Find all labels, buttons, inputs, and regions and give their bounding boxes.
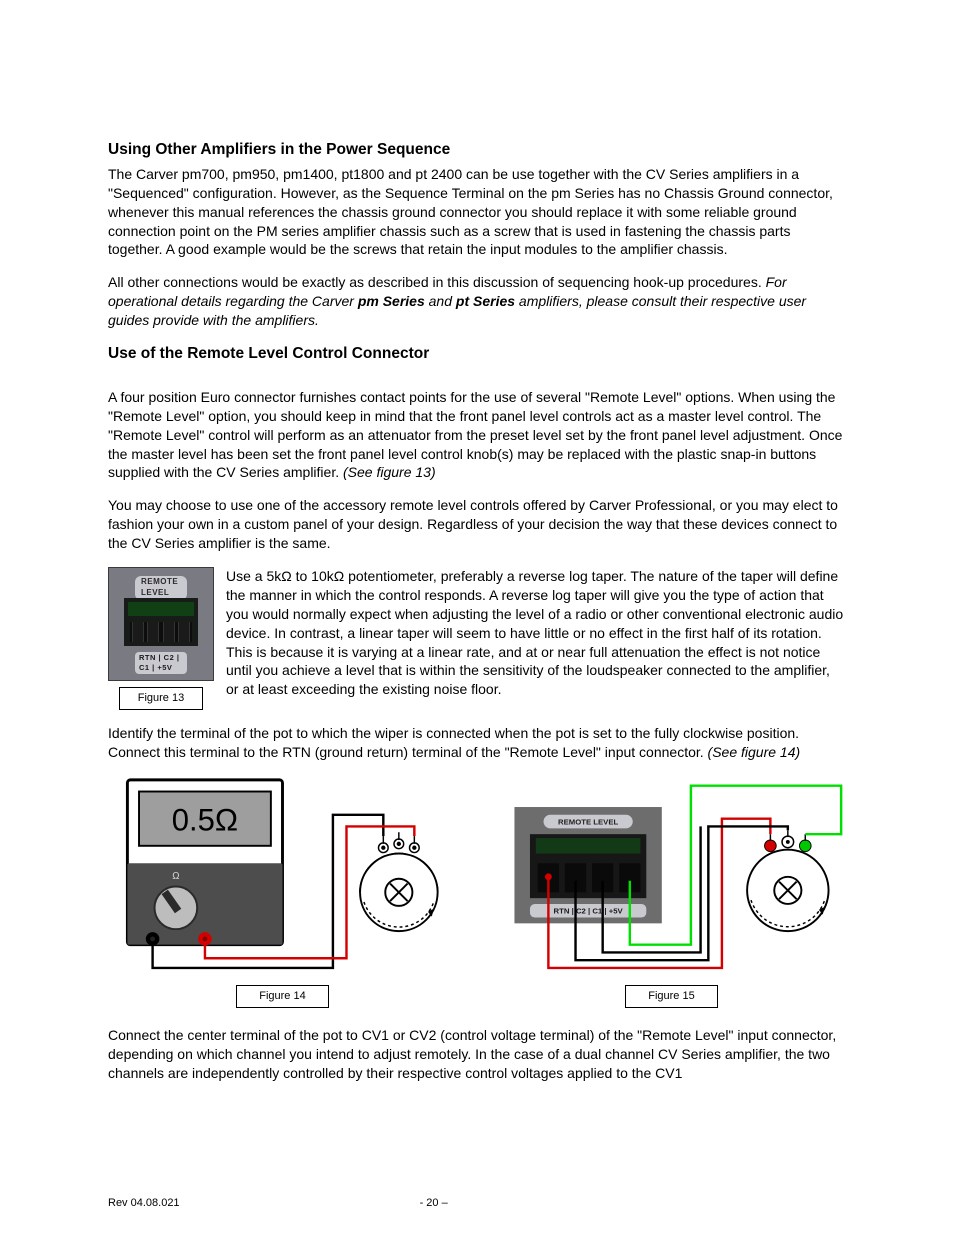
text: (See figure 14) (708, 744, 801, 760)
text: Identify the terminal of the pot to whic… (108, 725, 799, 760)
para-power-seq-2: All other connections would be exactly a… (108, 273, 846, 330)
potentiometer-icon (360, 832, 438, 931)
para-power-seq-1: The Carver pm700, pm950, pm1400, pt1800 … (108, 165, 846, 259)
figure-15: REMOTE LEVEL RTN | C2 | C1 | +5V (497, 776, 846, 1008)
text: pm Series (358, 293, 425, 309)
text: A four position Euro connector furnishes… (108, 389, 842, 481)
heading-remote-level: Use of the Remote Level Control Connecto… (108, 344, 846, 365)
figure-13-caption: Figure 13 (119, 687, 203, 710)
remote-level-label: REMOTE LEVEL (135, 576, 187, 600)
figure-14: 0.5Ω Ω (108, 776, 457, 1008)
figure-13: REMOTE LEVEL RTN | C2 | C1 | +5V Figure … (108, 567, 214, 710)
para-identify-terminal: Identify the terminal of the pot to whic… (108, 724, 846, 762)
potentiometer-icon (747, 830, 828, 931)
meter-readout: 0.5Ω (172, 802, 238, 837)
para-pot-spec: Use a 5kΩ to 10kΩ potentiometer, prefera… (226, 567, 846, 699)
text: pt Series (456, 293, 515, 309)
text: All other connections would be exactly a… (108, 274, 766, 290)
heading-power-sequence: Using Other Amplifiers in the Power Sequ… (108, 140, 846, 161)
figure-14-caption: Figure 14 (236, 985, 328, 1008)
connector-legend: RTN | C2 | C1 | +5V (554, 906, 624, 915)
para-remote-2: You may choose to use one of the accesso… (108, 496, 846, 553)
text: and (425, 293, 456, 309)
para-remote-1: A four position Euro connector furnishes… (108, 388, 846, 482)
footer-page-number: - 20 – (420, 1196, 448, 1211)
connector-legend: RTN | C2 | C1 | +5V (135, 652, 187, 674)
text: (See figure 13) (343, 464, 436, 480)
remote-level-label: REMOTE LEVEL (558, 817, 619, 826)
para-connect-center: Connect the center terminal of the pot t… (108, 1026, 846, 1083)
svg-text:Ω: Ω (172, 870, 179, 881)
figure-15-caption: Figure 15 (625, 985, 717, 1008)
footer-revision: Rev 04.08.021 (108, 1196, 180, 1211)
